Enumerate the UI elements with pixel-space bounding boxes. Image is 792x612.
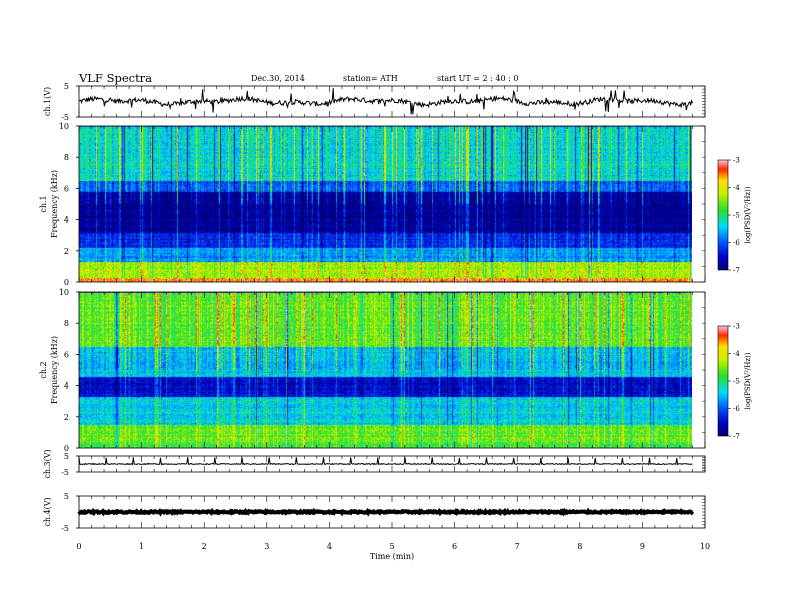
x-axis-label: Time (min) xyxy=(370,552,414,561)
ytick-label: 2 xyxy=(64,413,69,422)
ytick-label: 6 xyxy=(64,184,69,193)
xtick-label: 6 xyxy=(452,542,457,551)
ch2-spectrogram-image xyxy=(79,292,692,448)
colorbar-tick-label: -5 xyxy=(733,212,740,220)
xtick-label: 7 xyxy=(515,542,520,551)
colorbar-tick-label: -7 xyxy=(733,433,740,441)
channel-label: ch.1 xyxy=(39,195,48,212)
ytick-label: 4 xyxy=(64,382,69,391)
ytick-label: -5 xyxy=(61,524,69,533)
ch3-waveform-trace xyxy=(78,457,693,466)
date-label: Dec.30, 2014 xyxy=(251,74,305,83)
ytick-label: 10 xyxy=(59,122,69,131)
start-time-label: start UT = 2 : 40 : 0 xyxy=(437,74,519,83)
ytick-label: 10 xyxy=(59,288,69,297)
xtick-label: 4 xyxy=(327,542,332,551)
xtick-label: 1 xyxy=(139,542,144,551)
ytick-label: 0 xyxy=(64,278,69,287)
ytick-label: -5 xyxy=(61,468,69,477)
ytick-label: 5 xyxy=(64,452,69,461)
ytick-label: 5 xyxy=(64,82,69,91)
frequency-axis-label: Frequency (kHz) xyxy=(50,170,59,238)
xtick-label: 8 xyxy=(577,542,582,551)
colorbar xyxy=(718,326,728,436)
colorbar-tick-label: -6 xyxy=(733,405,740,413)
figure-title: VLF Spectra xyxy=(79,71,153,85)
ch4-waveform-panel xyxy=(76,495,706,529)
ch4-waveform-trace xyxy=(77,507,695,517)
xtick-label: 5 xyxy=(389,542,394,551)
colorbar-tick-label: -5 xyxy=(733,378,740,386)
ytick-label: 2 xyxy=(64,247,69,256)
station-label: station= ATH xyxy=(343,74,398,83)
xtick-label: 2 xyxy=(202,542,207,551)
ytick-label: 5 xyxy=(64,492,69,501)
colorbar-label: log(PSD(V²/Hz)) xyxy=(744,352,752,409)
ytick-label: 8 xyxy=(64,319,69,328)
xtick-label: 3 xyxy=(264,542,269,551)
colorbar-tick-label: -3 xyxy=(733,157,740,165)
xtick-label: 10 xyxy=(700,542,710,551)
colorbar-tick-label: -4 xyxy=(733,350,740,358)
ytick-label: 0 xyxy=(64,444,69,453)
ytick-label: -5 xyxy=(61,113,69,122)
xtick-label: 0 xyxy=(76,542,81,551)
colorbar xyxy=(718,160,728,270)
frequency-axis-label: Frequency (kHz) xyxy=(50,336,59,404)
xtick-label: 9 xyxy=(640,542,645,551)
ch1-waveform-trace xyxy=(78,88,693,115)
channel-label: ch.4(V) xyxy=(43,497,52,526)
colorbar-tick-label: -4 xyxy=(733,184,740,192)
ch1-spectrogram-panel xyxy=(76,125,731,283)
ch3-waveform-panel xyxy=(76,455,706,473)
colorbar-tick-label: -3 xyxy=(733,323,740,331)
channel-label: ch.2 xyxy=(39,361,48,378)
channel-label: ch.1(V) xyxy=(43,87,52,116)
ytick-label: 6 xyxy=(64,350,69,359)
ytick-label: 8 xyxy=(64,153,69,162)
ch1-spectrogram-image xyxy=(79,126,692,282)
channel-label: ch.3(V) xyxy=(43,449,52,478)
colorbar-tick-label: -6 xyxy=(733,239,740,247)
ytick-label: 4 xyxy=(64,216,69,225)
ch1-waveform-panel xyxy=(76,85,706,118)
colorbar-label: log(PSD(V²/Hz)) xyxy=(744,186,752,243)
colorbar-tick-label: -7 xyxy=(733,267,740,275)
ch2-spectrogram-panel xyxy=(76,291,731,449)
